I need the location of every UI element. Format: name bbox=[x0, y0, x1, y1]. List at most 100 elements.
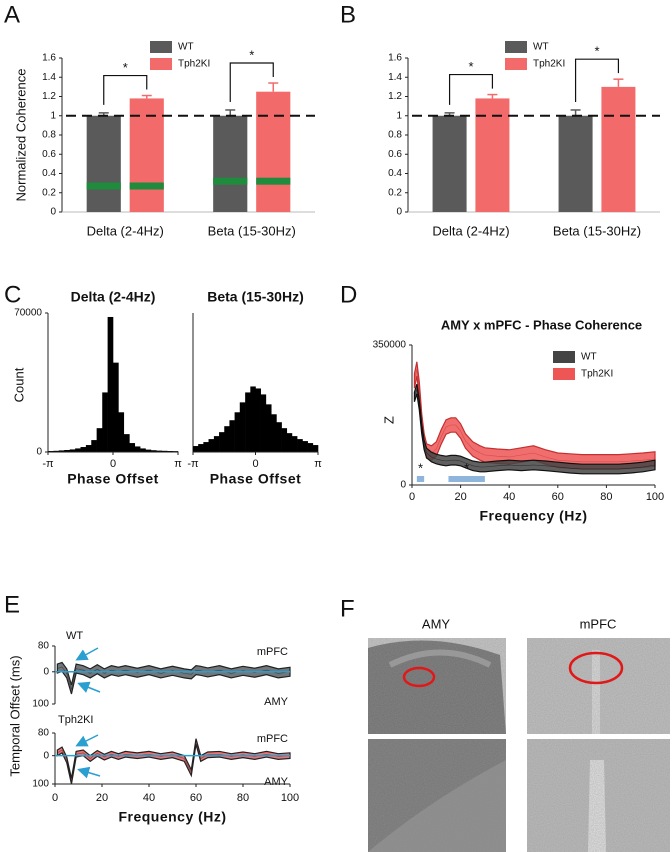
legend-swatch bbox=[150, 41, 172, 53]
histogram-bar bbox=[281, 428, 288, 452]
y-tick-label: 0 bbox=[36, 447, 42, 458]
region-label: AMY bbox=[264, 776, 289, 788]
significance-label: * bbox=[249, 47, 254, 62]
y-tick-label: 0.4 bbox=[388, 168, 402, 179]
histogram-bar bbox=[276, 422, 282, 452]
histogram-bar bbox=[219, 432, 225, 452]
subplot-title: WT bbox=[66, 630, 83, 642]
x-tick-label: 40 bbox=[503, 491, 515, 503]
histogram-bar bbox=[75, 448, 81, 452]
x-axis-label: Frequency (Hz) bbox=[479, 508, 587, 524]
bar bbox=[601, 86, 636, 212]
site-marker bbox=[568, 651, 624, 685]
y-tick-label: 0 bbox=[400, 480, 406, 491]
histogram-bar bbox=[286, 433, 293, 452]
histogram-bar bbox=[53, 450, 60, 452]
x-tick-label: 80 bbox=[600, 491, 612, 503]
significance-label: * bbox=[418, 460, 423, 475]
histogram-bar bbox=[213, 436, 220, 452]
x-tick-label: 100 bbox=[646, 491, 664, 503]
x-axis-label: Phase Offset bbox=[67, 471, 159, 487]
legend-label: WT bbox=[581, 352, 597, 363]
histogram-bar bbox=[307, 443, 314, 452]
significance-bracket bbox=[229, 62, 274, 102]
y-tick-label: 1.6 bbox=[42, 53, 56, 64]
y-tick-label: 1.4 bbox=[42, 72, 56, 83]
histogram-bar bbox=[118, 412, 125, 452]
histogram-bar bbox=[140, 448, 146, 452]
x-tick-label: 0 bbox=[409, 491, 415, 503]
band bbox=[56, 738, 291, 785]
shuffle-bar bbox=[256, 177, 291, 185]
category-label: Beta (15-30Hz) bbox=[208, 223, 296, 238]
image-label: mPFC bbox=[580, 616, 617, 631]
region-label: AMY bbox=[264, 696, 289, 708]
arrow bbox=[77, 681, 101, 693]
histogram-bar bbox=[58, 450, 65, 452]
legend-label: Tph2KI bbox=[178, 59, 210, 70]
histogram-bar bbox=[250, 386, 256, 452]
category-label: Delta (2-4Hz) bbox=[432, 223, 509, 238]
histogram-bar bbox=[107, 316, 114, 452]
arrow bbox=[75, 734, 99, 747]
y-tick-label: 350000 bbox=[373, 340, 407, 351]
arrows bbox=[75, 647, 101, 779]
histogram-bar bbox=[302, 441, 308, 452]
significance-bar bbox=[416, 476, 425, 482]
panel-letter: A bbox=[4, 1, 20, 28]
y-tick-label: 1 bbox=[50, 110, 56, 121]
significance-bracket bbox=[448, 73, 494, 105]
x-axis-label: Frequency (Hz) bbox=[118, 809, 226, 825]
mean-line bbox=[57, 741, 291, 782]
image-label: AMY bbox=[422, 616, 451, 631]
y-tick-label: 100 bbox=[32, 779, 49, 790]
histogram-bar bbox=[265, 404, 272, 452]
bar bbox=[86, 115, 121, 212]
histogram-bar bbox=[271, 414, 277, 452]
histogram-bar bbox=[91, 440, 97, 452]
histogram-bar bbox=[134, 446, 141, 452]
histogram-bar bbox=[203, 442, 209, 452]
histology-images bbox=[368, 638, 670, 852]
y-tick-label: 0.2 bbox=[42, 187, 56, 198]
y-axis-label: Normalized Coherence bbox=[13, 69, 28, 202]
histogram-bar bbox=[69, 449, 76, 452]
legend-label: WT bbox=[533, 42, 549, 53]
significance-label: * bbox=[464, 460, 469, 475]
y-tick-label: 0.4 bbox=[42, 168, 56, 179]
x-tick-label: 40 bbox=[143, 792, 155, 804]
bar bbox=[256, 91, 291, 212]
histogram-bar bbox=[198, 444, 204, 452]
site-marker bbox=[402, 666, 436, 688]
bar bbox=[432, 115, 467, 212]
bar bbox=[129, 98, 164, 212]
subplot-title: Beta (15-30Hz) bbox=[207, 289, 303, 305]
image-texture bbox=[368, 638, 506, 734]
significance-label: * bbox=[594, 44, 599, 59]
histogram-bar bbox=[291, 436, 298, 452]
significance-bar bbox=[448, 476, 485, 482]
subplot-title: Tph2KI bbox=[58, 714, 93, 726]
y-axis-label: Z bbox=[381, 416, 396, 424]
histogram-bar bbox=[234, 412, 241, 452]
shuffle-bar bbox=[129, 182, 164, 190]
category-label: Delta (2-4Hz) bbox=[87, 223, 164, 238]
y-axis-label: Temporal Offset (ms) bbox=[7, 655, 22, 776]
x-axis-label: Phase Offset bbox=[210, 471, 302, 487]
histogram-bar bbox=[85, 445, 92, 452]
subplot-title: Delta (2-4Hz) bbox=[71, 289, 156, 305]
y-tick-label: 1 bbox=[396, 110, 402, 121]
histogram-bar bbox=[255, 388, 261, 452]
histogram-bar bbox=[161, 450, 168, 452]
histogram-bar bbox=[145, 449, 152, 452]
image-texture bbox=[368, 739, 506, 852]
y-tick-label: 0.2 bbox=[388, 187, 402, 198]
significance-bracket bbox=[574, 58, 620, 102]
y-tick-label: 1.2 bbox=[42, 91, 56, 102]
legend-swatch bbox=[505, 41, 527, 53]
x-tick-label: 60 bbox=[190, 792, 202, 804]
histogram-bar bbox=[312, 445, 319, 452]
histogram-bar bbox=[297, 439, 303, 452]
band bbox=[413, 384, 656, 475]
panel-letter: F bbox=[340, 595, 355, 622]
